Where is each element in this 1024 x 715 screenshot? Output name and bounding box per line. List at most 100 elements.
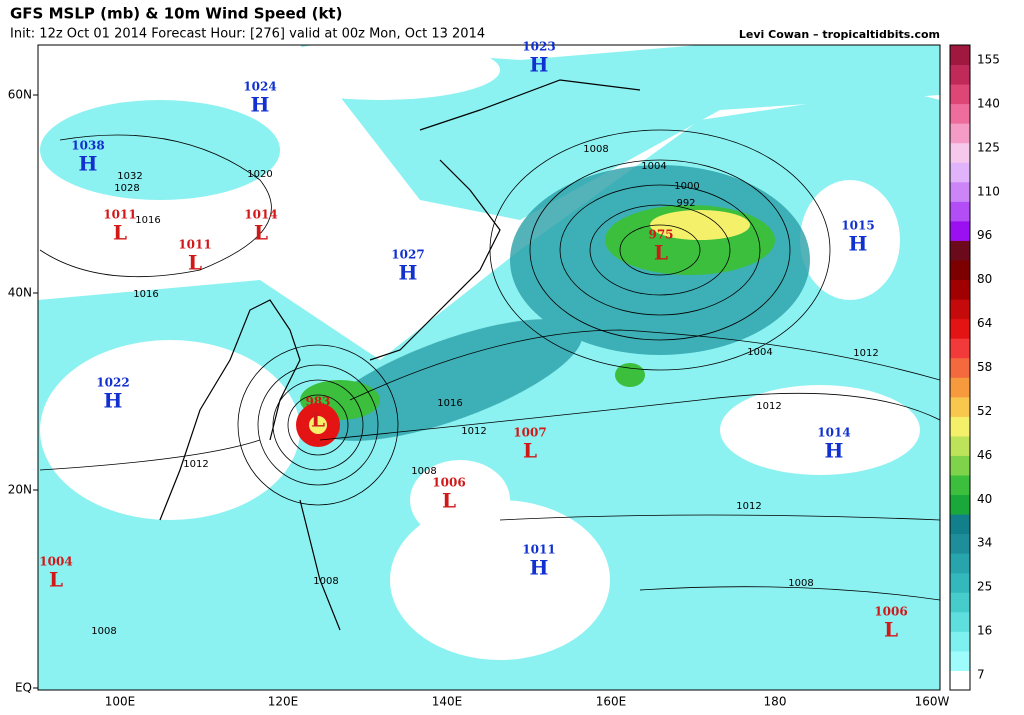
isobar-label: 1008 (313, 576, 338, 587)
colorbar-label: 96 (977, 228, 992, 242)
center-value: 1011 (522, 543, 555, 557)
calm-areas (40, 45, 920, 660)
isobar-label: 1008 (91, 626, 116, 637)
center-value: 1038 (71, 139, 104, 153)
colorbar-swatch (950, 377, 970, 398)
colorbar-swatch (950, 220, 970, 241)
lon-label: 140E (432, 695, 463, 709)
center-value: 1014 (817, 426, 850, 440)
center-value: 1006 (874, 605, 907, 619)
colorbar-swatch (950, 45, 970, 66)
isobar-label: 1004 (747, 347, 772, 358)
colorbar-swatch (950, 318, 970, 339)
lat-label: 20N (8, 483, 32, 497)
colorbar-swatch (950, 533, 970, 554)
isobar-label: 1000 (674, 181, 699, 192)
center-value: 975 (648, 228, 673, 242)
colorbar-swatch (950, 592, 970, 613)
map-frame (37, 44, 941, 691)
colorbar-swatch (950, 64, 970, 85)
colorbar-swatch (950, 650, 970, 671)
center-letter: L (884, 618, 898, 642)
center-letter: L (654, 241, 668, 265)
colorbar-swatch (950, 553, 970, 574)
center-value: 1023 (522, 40, 555, 54)
colorbar-label: 16 (977, 624, 992, 638)
colorbar-swatch (950, 338, 970, 359)
colorbar-swatch (950, 103, 970, 124)
isobar-label: 1012 (183, 459, 208, 470)
center-letter: H (399, 261, 418, 285)
colorbar-swatch (950, 84, 970, 105)
center-value: 1014 (244, 208, 277, 222)
colorbar-label: 155 (977, 53, 1000, 67)
colorbar-swatch (950, 181, 970, 202)
subtitle: Init: 12z Oct 01 2014 Forecast Hour: [27… (10, 27, 485, 42)
center-value: 1011 (103, 208, 136, 222)
colorbar-label: 7 (977, 668, 985, 682)
colorbar-swatch (950, 572, 970, 593)
colorbar-swatch (950, 162, 970, 183)
colorbar-swatch (950, 475, 970, 496)
colorbar-label: 58 (977, 360, 992, 374)
colorbar-swatch (950, 631, 970, 652)
center-value: 1015 (841, 219, 874, 233)
colorbar-swatch (950, 435, 970, 456)
center-value: 1022 (96, 376, 129, 390)
colorbar-frame (949, 44, 971, 691)
isobar-label: 1016 (135, 215, 160, 226)
colorbar-swatch (950, 357, 970, 378)
center-letter: L (442, 489, 456, 513)
colorbar-label: 140 (977, 96, 1000, 110)
isobar-label: 1008 (411, 466, 436, 477)
isobar-label: 1012 (461, 426, 486, 437)
center-value: 1011 (178, 238, 211, 252)
center-letter: H (79, 152, 98, 176)
colorbar-label: 46 (977, 448, 992, 462)
colorbar-label: 25 (977, 580, 992, 594)
isobar-label: 1008 (788, 578, 813, 589)
colorbar-swatch (950, 514, 970, 535)
colorbar-swatch (950, 455, 970, 476)
lat-label: 40N (8, 286, 32, 300)
isobar-label: 1012 (853, 348, 878, 359)
colorbar-label: 40 (977, 492, 992, 506)
lat-label: 60N (8, 88, 32, 102)
coastlines (159, 79, 641, 631)
colorbar-swatch (950, 123, 970, 144)
isobar-label: 1008 (583, 144, 608, 155)
center-letter: H (530, 53, 549, 77)
colorbar-label: 52 (977, 404, 992, 418)
center-value: 1024 (243, 80, 276, 94)
colorbar-swatch (950, 201, 970, 222)
isobar-label: 1032 (117, 171, 142, 182)
colorbar-swatch (950, 396, 970, 417)
title: GFS MSLP (mb) & 10m Wind Speed (kt) (10, 5, 342, 23)
colorbar-swatch (950, 670, 970, 691)
lat-label: EQ (15, 681, 32, 695)
colorbar-swatch (950, 611, 970, 632)
center-letter: H (825, 439, 844, 463)
typhoon-eye (309, 416, 327, 434)
map-area (38, 45, 940, 690)
center-value: 1004 (39, 555, 72, 569)
colorbar-swatch (950, 416, 970, 437)
isobars (39, 129, 940, 601)
center-value: 1027 (391, 248, 424, 262)
colorbar-label: 80 (977, 272, 992, 286)
center-letter: H (104, 389, 123, 413)
center-letter: H (849, 232, 868, 256)
isobar-label: 1020 (247, 169, 272, 180)
center-value: 1007 (513, 426, 546, 440)
colorbar-swatch (950, 299, 970, 320)
center-letter: L (254, 221, 268, 245)
center-letter: H (530, 556, 549, 580)
lon-label: 180 (764, 695, 787, 709)
center-letter: H (251, 93, 270, 117)
colorbar-swatch (950, 279, 970, 300)
colorbar-swatch (950, 494, 970, 515)
isobar-label: 992 (676, 198, 695, 209)
lon-label: 120E (268, 695, 299, 709)
center-letter: L (49, 568, 63, 592)
